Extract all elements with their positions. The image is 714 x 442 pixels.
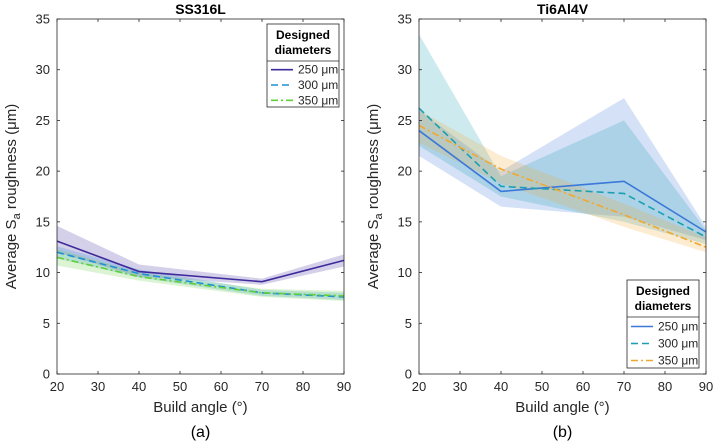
axes-box-b <box>418 18 707 375</box>
y-axis-label-a: Average Sa roughness (μm) <box>3 104 23 289</box>
x-tick-label: 20 <box>412 379 426 394</box>
series-line-3 <box>56 256 345 297</box>
y-tick-label: 30 <box>36 62 50 77</box>
legend-b: Designed diameters 250 μm 300 μm 350 μm <box>626 279 700 369</box>
x-tick-label: 40 <box>494 379 508 394</box>
band-2 <box>419 34 706 245</box>
x-tick-label: 60 <box>576 379 590 394</box>
band-3 <box>419 110 706 253</box>
y-tick-label: 35 <box>398 12 412 27</box>
x-tick-label: 60 <box>214 379 228 394</box>
y-tick-label: 5 <box>43 316 50 331</box>
y-tick-label: 20 <box>398 164 412 179</box>
panel-caption-a: (a) <box>191 424 211 441</box>
legend-title-b-1: Designed <box>636 284 690 298</box>
y-tick-label: 0 <box>43 367 50 382</box>
ticks-b: 20 30 40 50 60 70 80 90 0 5 10 15 20 25 30 35 <box>398 12 714 395</box>
y-tick-label: 10 <box>398 265 412 280</box>
panel-a: 20 30 40 50 60 70 80 90 0 5 10 15 20 25 30 35 SS316L Bu… <box>3 1 351 441</box>
y-tick-label: 35 <box>36 12 50 27</box>
series-line-1 <box>56 240 345 283</box>
axes-box-a <box>56 18 345 375</box>
legend-title-a-2: diameters <box>275 43 332 57</box>
legend-label-2: 300 μm <box>658 337 698 351</box>
y-tick-label: 25 <box>36 113 50 128</box>
x-tick-label: 70 <box>617 379 631 394</box>
y-axis-label-b: Average Sa roughness (μm) <box>365 104 385 289</box>
lines-a <box>56 240 345 298</box>
x-tick-label: 40 <box>132 379 146 394</box>
x-tick-label: 50 <box>173 379 187 394</box>
y-tick-label: 0 <box>405 367 412 382</box>
legend-label-3: 350 μm <box>658 354 698 368</box>
x-axis-label-a: Build angle (°) <box>153 399 247 416</box>
y-tick-label: 30 <box>398 62 412 77</box>
lines-b <box>418 107 707 248</box>
x-axis-label-b: Build angle (°) <box>515 399 609 416</box>
legend-title-a-1: Designed <box>276 28 330 42</box>
x-tick-label: 80 <box>658 379 672 394</box>
legend-label-1: 250 μm <box>298 63 338 77</box>
x-tick-label: 70 <box>255 379 269 394</box>
y-tick-label: 5 <box>405 316 412 331</box>
panel-b: 20 30 40 50 60 70 80 90 0 5 10 15 20 25 30 35 Ti6Al4V B… <box>365 1 713 441</box>
y-tick-label: 10 <box>36 265 50 280</box>
x-tick-label: 50 <box>535 379 549 394</box>
series-line-3 <box>418 124 707 248</box>
chart-title-b: Ti6Al4V <box>537 1 589 17</box>
y-tick-label: 25 <box>398 113 412 128</box>
x-tick-label: 30 <box>91 379 105 394</box>
legend-label-2: 300 μm <box>298 78 338 92</box>
band-3 <box>57 249 344 301</box>
series-line-1 <box>418 129 707 233</box>
x-tick-label: 90 <box>699 379 713 394</box>
panel-caption-b: (b) <box>553 424 573 441</box>
band-1 <box>419 98 706 241</box>
y-tick-label: 15 <box>398 214 412 229</box>
y-tick-label: 20 <box>36 164 50 179</box>
band-1 <box>57 225 344 285</box>
x-tick-label: 80 <box>296 379 310 394</box>
bands-b <box>419 34 706 253</box>
legend-label-1: 250 μm <box>658 320 698 334</box>
series-line-2 <box>56 251 345 298</box>
legend-label-3: 350 μm <box>298 93 338 107</box>
x-tick-label: 90 <box>337 379 351 394</box>
x-tick-label: 30 <box>453 379 467 394</box>
y-tick-label: 15 <box>36 214 50 229</box>
x-tick-label: 20 <box>50 379 64 394</box>
legend-title-b-2: diameters <box>635 299 692 313</box>
ticks-a: 20 30 40 50 60 70 80 90 0 5 10 15 20 25 30 35 <box>36 12 352 395</box>
chart-title-a: SS316L <box>175 1 226 17</box>
